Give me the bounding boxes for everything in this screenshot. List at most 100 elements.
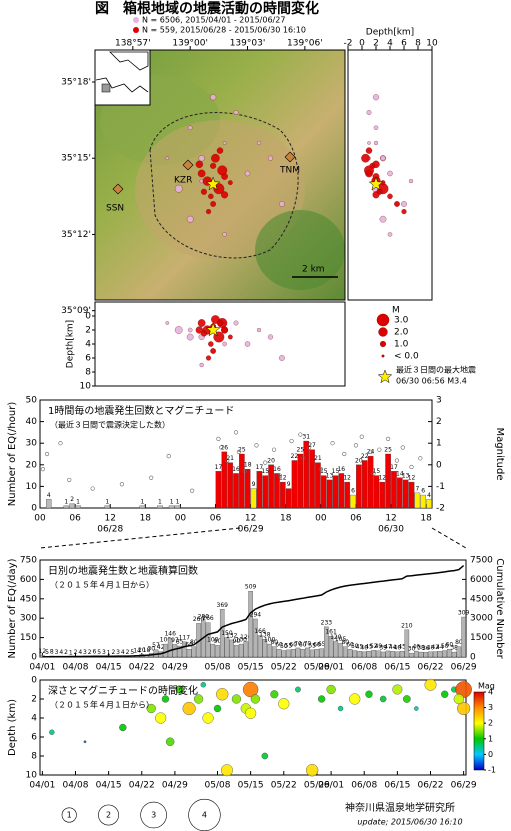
bar [297,453,304,509]
depth-tick-label: 2 [373,39,379,49]
y2ticks-label: 3 [436,396,442,406]
depth-tick-label: 4 [387,39,393,49]
x-tick-label: 06 [350,514,362,524]
bar [248,591,253,658]
bar-value-label: 26 [220,444,228,451]
quake-point [261,752,269,760]
bar-value-label: 80 [270,639,278,646]
magnitude-point [289,438,294,444]
yticks-label: 20 [26,460,38,470]
inset-area [101,83,111,93]
bar-value-label: 49 [375,643,383,650]
bar [414,650,419,658]
epicenter-depth [174,326,183,334]
bar-value-label: 22 [361,453,369,460]
magnitude-point [371,471,376,476]
yticks-label: 300 [20,614,37,624]
bar [373,475,380,509]
bar [295,647,301,658]
bar [234,645,239,658]
magnitude-point [359,434,364,439]
epicenter [222,232,227,237]
bar-value-label: 52 [370,643,378,650]
bar-value-label: 6 [421,488,425,495]
yticks-label: 30 [26,439,38,449]
depth-tick-label: 10 [80,382,92,392]
bar [343,646,348,658]
bar-value-label: 80 [455,639,463,646]
epicenter-depth [408,179,414,184]
bar-value-label: 44 [389,644,397,651]
yticks-label: 0 [31,653,37,663]
bar-value-label: 6 [351,488,355,495]
bar [163,643,168,658]
quake-point [317,695,326,703]
bar [428,651,433,658]
epicenter [186,215,194,223]
epicenter [198,155,205,162]
epicenter-depth [372,94,380,101]
x-tick-label: 05/29 [304,663,330,673]
quake-point [213,704,222,713]
bar-value-label: 21 [226,455,234,462]
epicenter-depth [279,355,285,361]
bar-value-label: 3 [55,649,59,656]
bar [224,637,230,658]
bar [280,481,286,509]
chart-title: 日別の地震発生数と地震積算回数 [48,564,198,577]
zoom-connector [39,527,467,549]
depth-axis-label: Depth[km] [366,28,414,38]
star-legend-label: 最近３日間の最大地震 [396,365,476,375]
size-legend-marker [98,804,119,826]
y2ticks-label: 4500 [470,594,493,604]
bar-value-label: 17 [256,464,264,471]
bar [63,505,70,509]
x-tick-label: 04/01 [29,781,55,791]
bar-value-label: 100 [160,637,172,644]
bar-value-label: 2 [111,649,115,656]
y-axis-label: Depth (km) [7,699,18,756]
bar-value-label: 120 [330,634,342,641]
colorbar-tick-label: 3 [488,703,493,712]
bar-value-label: 12 [378,475,386,482]
magnitude-point [44,451,50,457]
chart-subtitle: （２０１５年４月１日から） [50,580,154,590]
epicenter [267,155,274,161]
bar [320,475,327,509]
bar [404,629,410,658]
bar-value-label: 42 [157,644,165,651]
bar-value-label: 9 [252,481,256,488]
bar-value-label: 16 [337,466,345,473]
epicenter-depth [380,155,386,161]
lon-tick-label: 139°00' [172,39,208,49]
bar [238,643,244,658]
x-tick-label: 05/22 [271,781,297,791]
x-tick-label: 05/08 [205,781,231,791]
bar-value-label: 166 [254,628,266,635]
bar-value-label: 3 [102,649,106,656]
bar [324,626,329,658]
bar [461,616,466,658]
quake-point [365,690,373,698]
x-tick-label: 04/08 [63,663,89,673]
yticks-label: 2 [31,695,37,705]
bar [290,649,296,658]
yticks-label: 4 [31,714,37,724]
depth-tick-label: 0 [85,312,91,322]
bar-value-label: 16 [232,466,240,473]
x-tick-label: 00 [315,514,327,524]
magnitude-point [219,445,224,450]
x-tick-label: 18 [420,514,432,524]
station-label: TNM [279,166,300,176]
size-legend-label: 4 [202,811,207,820]
bar-value-label: 6 [93,649,97,656]
bar-value-label: 16 [273,466,281,473]
mag-legend-label: 1.0 [394,340,409,350]
bar [168,505,175,509]
bar-value-label: 31 [302,434,310,441]
legend-label: N = 6506, 2015/04/01 - 2015/06/27 [142,16,285,25]
bar [219,609,225,658]
x-tick-label: 00 [175,514,187,524]
depth-tick-label: 6 [85,354,91,364]
